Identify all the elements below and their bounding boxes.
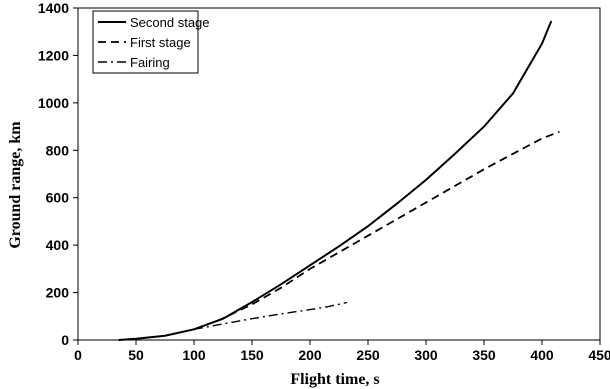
series-line-fairing: [193, 301, 348, 330]
legend: Second stage First stage Fairing: [92, 10, 210, 74]
y-tick-label: 600: [46, 190, 70, 206]
y-tick-label: 800: [46, 142, 70, 158]
x-tick-label: 150: [240, 347, 264, 363]
x-tick-label: 400: [530, 347, 554, 363]
legend-label: First stage: [130, 35, 191, 50]
y-tick-label: 0: [61, 332, 69, 348]
plot-frame: [77, 7, 601, 341]
x-tick-label: 200: [298, 347, 322, 363]
axes: [77, 7, 601, 341]
y-tick-label: 400: [46, 237, 70, 253]
y-tick-label: 1200: [38, 47, 69, 63]
series-line-first-stage: [216, 130, 560, 322]
x-tick-label: 450: [588, 347, 610, 363]
y-tick-label: 1000: [38, 95, 69, 111]
x-tick-label: 350: [472, 347, 496, 363]
x-tick-label: 250: [356, 347, 380, 363]
x-tick-label: 50: [128, 347, 144, 363]
tick-marks: 0 50 100 150 200 250 300 350 400 450 0 200 400 600 800…: [38, 0, 610, 363]
series-line-second-stage: [118, 20, 553, 341]
y-tick-label: 200: [46, 285, 70, 301]
y-axis-title: Ground range, km: [7, 121, 24, 249]
x-tick-label: 0: [74, 347, 82, 363]
y-tick-label: 1400: [38, 0, 69, 16]
x-tick-label: 100: [182, 347, 206, 363]
legend-label: Fairing: [130, 55, 170, 70]
x-tick-label: 300: [414, 347, 438, 363]
series-lines: [118, 20, 560, 341]
legend-label: Second stage: [130, 15, 210, 30]
x-axis-title: Flight time, s: [290, 371, 379, 388]
